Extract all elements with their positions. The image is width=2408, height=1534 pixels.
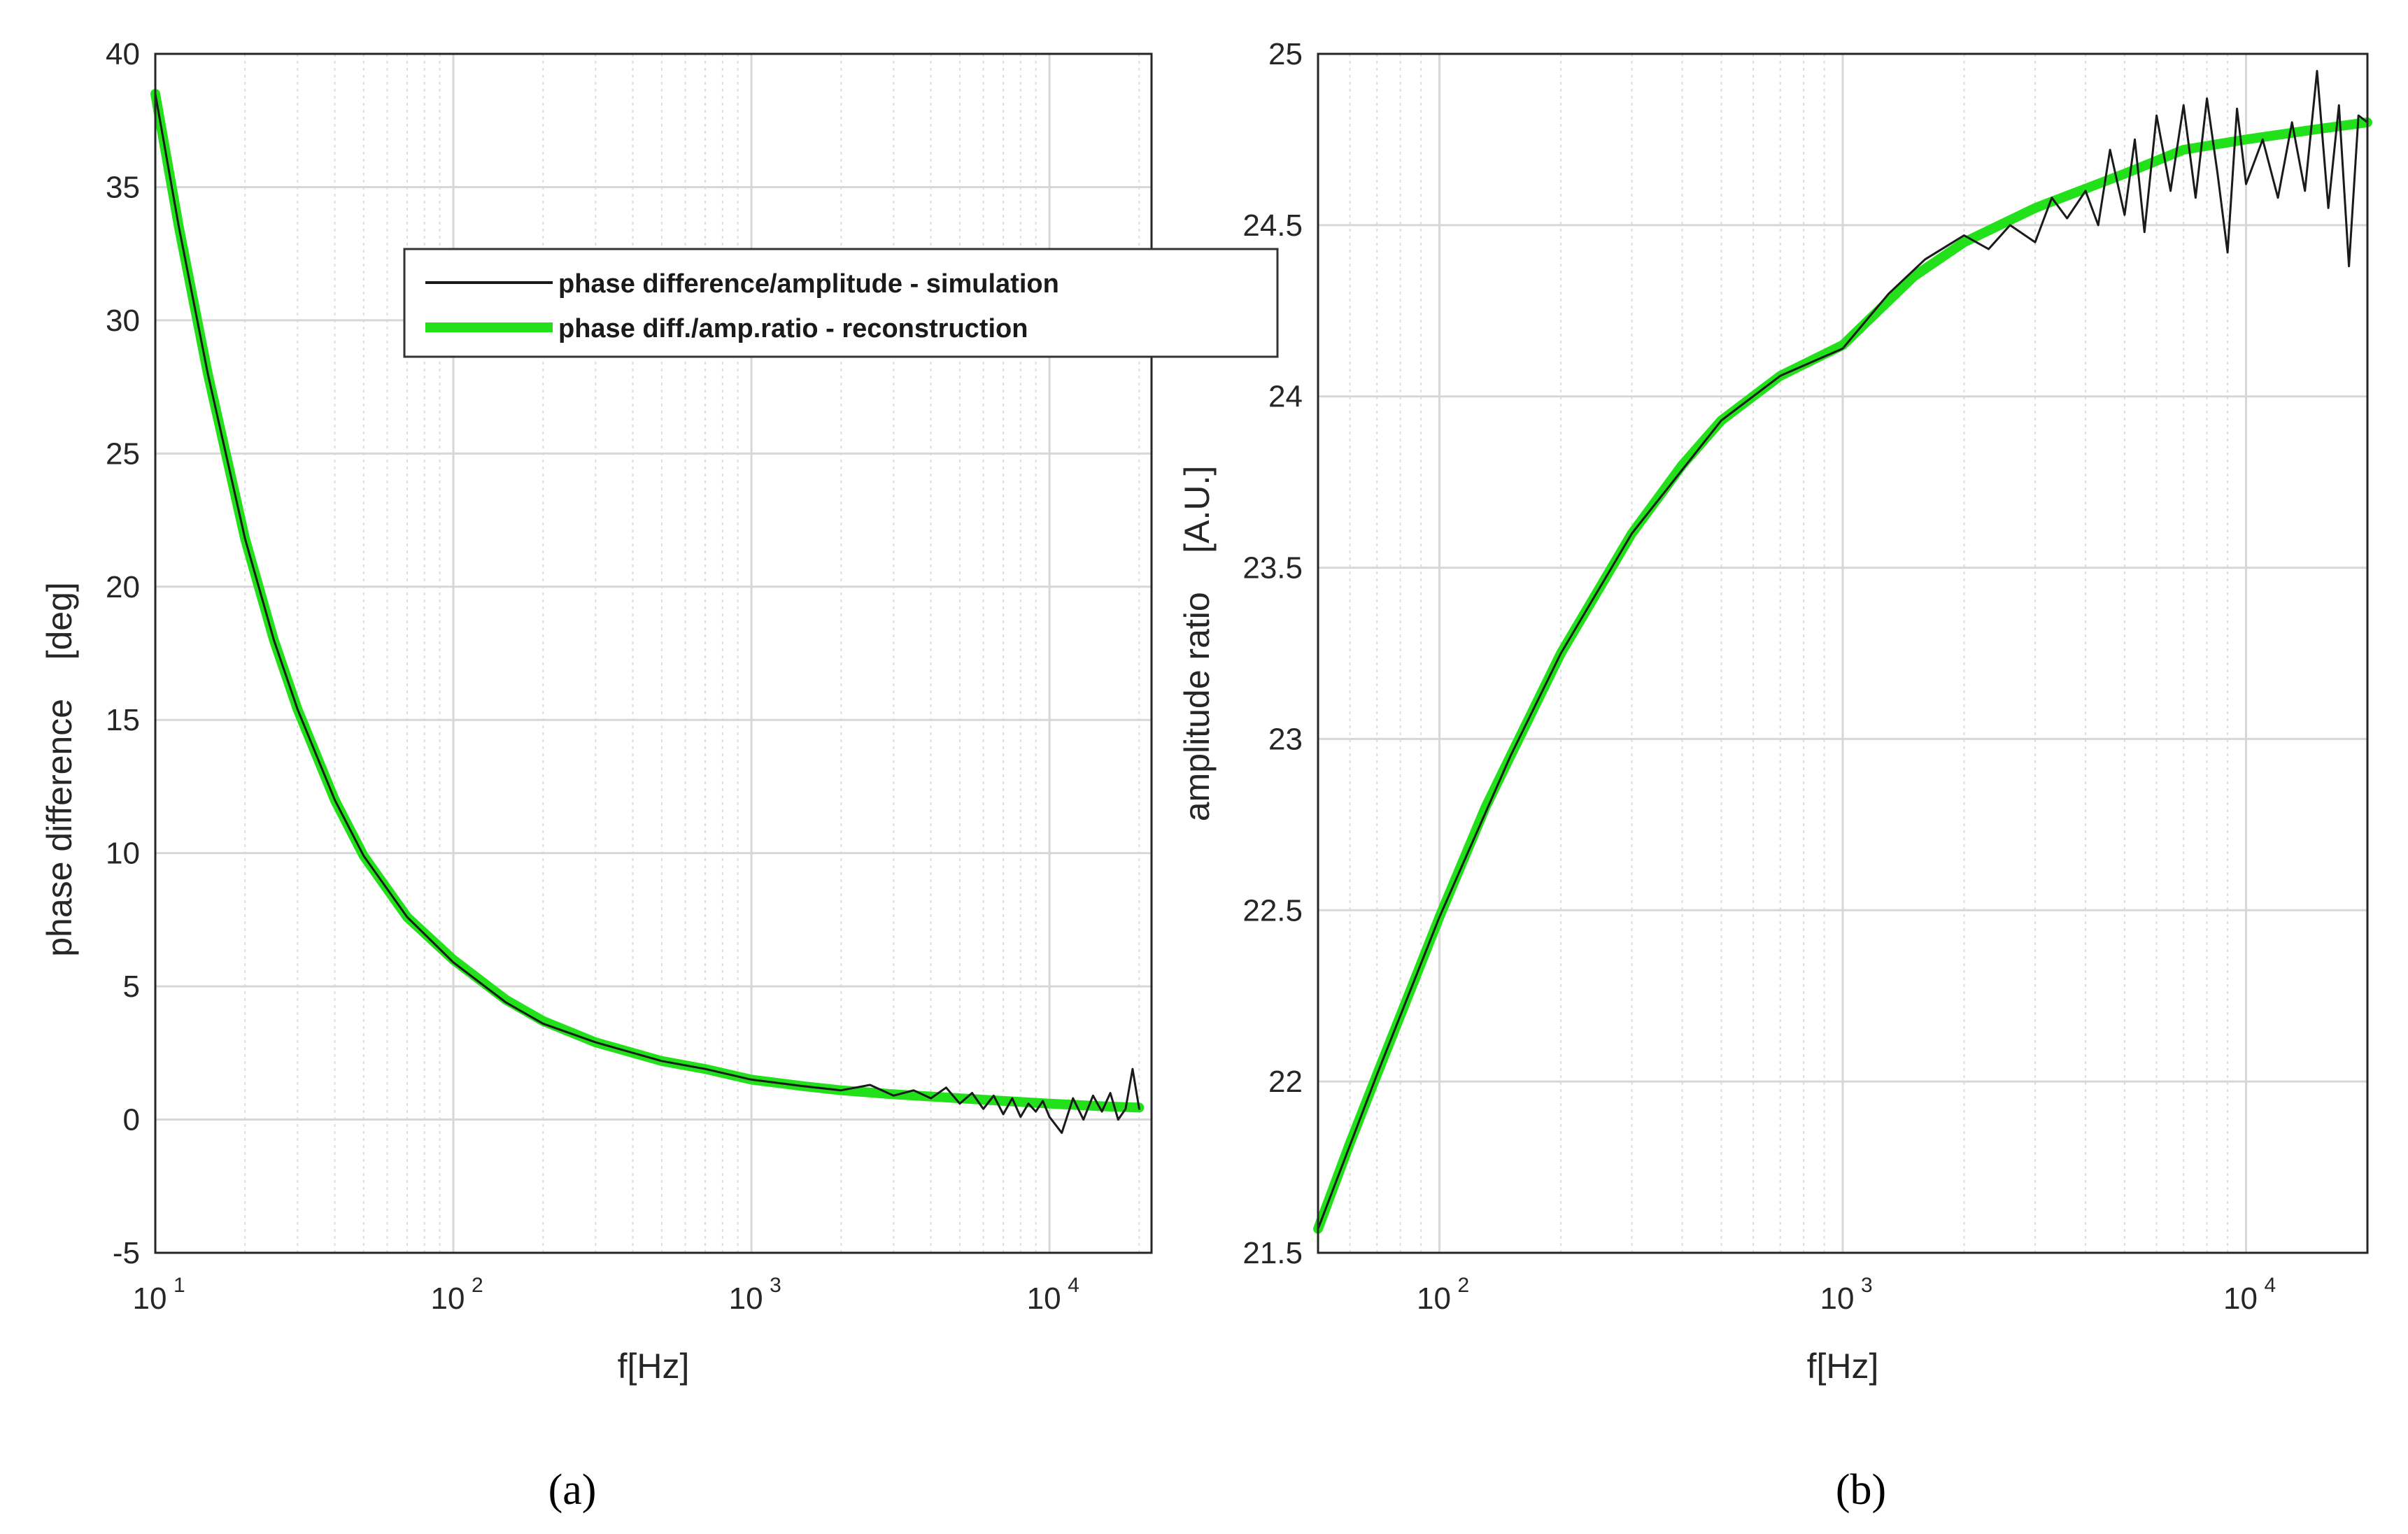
x-tick-labels-b: 10 2 10 3 10 4 bbox=[1417, 1274, 2276, 1316]
x-tick-exponent: 2 bbox=[472, 1274, 483, 1297]
x-tick-label: 10 bbox=[133, 1281, 167, 1316]
x-tick-label: 10 bbox=[1820, 1281, 1855, 1316]
y-axis-label-a: phase difference [deg] bbox=[40, 582, 79, 957]
y-tick-label: -5 bbox=[113, 1236, 140, 1270]
x-tick-exponent: 1 bbox=[173, 1274, 185, 1297]
y-tick-label: 21.5 bbox=[1242, 1236, 1303, 1270]
y-tick-label: 5 bbox=[123, 970, 140, 1004]
panel-label-a: (a) bbox=[548, 1466, 597, 1514]
y-tick-label: 24 bbox=[1268, 380, 1303, 414]
x-tick-exponent: 2 bbox=[1458, 1274, 1470, 1297]
panel-label-b: (b) bbox=[1836, 1466, 1886, 1514]
y-tick-label: 25 bbox=[106, 436, 140, 471]
y-tick-label: 20 bbox=[106, 570, 140, 604]
chart-panel-b: 10 2 10 3 10 4 21.5 22 22.5 23 23.5 24 24.5 25 f[Hz]… bbox=[1177, 37, 2372, 1514]
x-tick-exponent: 4 bbox=[1068, 1274, 1079, 1297]
y-tick-label: 10 bbox=[106, 837, 140, 871]
y-tick-label: 23 bbox=[1268, 722, 1303, 756]
y-tick-label: 35 bbox=[106, 170, 140, 204]
series-line-simulation bbox=[154, 92, 1140, 1135]
series-line-simulation bbox=[1317, 70, 2369, 1230]
x-tick-labels-a: 10 1 10 2 10 3 10 4 bbox=[133, 1274, 1079, 1316]
legend-label-reconstruction: phase diff./amp.ratio - reconstruction bbox=[558, 314, 1028, 343]
series-group-a bbox=[150, 89, 1145, 1135]
legend: phase difference/amplitude - simulation … bbox=[403, 248, 1279, 358]
y-tick-label: 23.5 bbox=[1242, 551, 1303, 585]
legend-box bbox=[403, 248, 1279, 358]
x-tick-label: 10 bbox=[729, 1281, 763, 1316]
y-tick-label: 22.5 bbox=[1242, 893, 1303, 928]
x-tick-label: 10 bbox=[2223, 1281, 2258, 1316]
y-tick-label: 0 bbox=[123, 1103, 140, 1137]
x-tick-exponent: 4 bbox=[2264, 1274, 2276, 1297]
series-group-b bbox=[1313, 70, 2372, 1234]
y-tick-label: 30 bbox=[106, 304, 140, 338]
x-tick-label: 10 bbox=[1417, 1281, 1451, 1316]
y-tick-label: 24.5 bbox=[1242, 208, 1303, 243]
y-tick-labels-b: 21.5 22 22.5 23 23.5 24 24.5 25 bbox=[1242, 37, 1303, 1270]
y-axis-label-b: amplitude ratio [A.U.] bbox=[1177, 466, 1217, 822]
x-axis-label-b: f[Hz] bbox=[1807, 1347, 1879, 1386]
x-tick-label: 10 bbox=[431, 1281, 465, 1316]
x-axis-label-a: f[Hz] bbox=[618, 1347, 690, 1386]
plot-frame-b bbox=[1317, 52, 2369, 1254]
legend-label-simulation: phase difference/amplitude - simulation bbox=[558, 269, 1059, 299]
x-tick-label: 10 bbox=[1027, 1281, 1061, 1316]
y-tick-label: 15 bbox=[106, 703, 140, 737]
y-tick-label: 40 bbox=[106, 37, 140, 71]
y-tick-label: 25 bbox=[1268, 37, 1303, 71]
x-tick-exponent: 3 bbox=[1861, 1274, 1873, 1297]
x-tick-exponent: 3 bbox=[770, 1274, 781, 1297]
y-tick-labels-a: -5 0 5 10 15 20 25 30 35 40 bbox=[106, 37, 140, 1270]
y-tick-label: 22 bbox=[1268, 1065, 1303, 1099]
plot-frame-a bbox=[154, 52, 1153, 1254]
